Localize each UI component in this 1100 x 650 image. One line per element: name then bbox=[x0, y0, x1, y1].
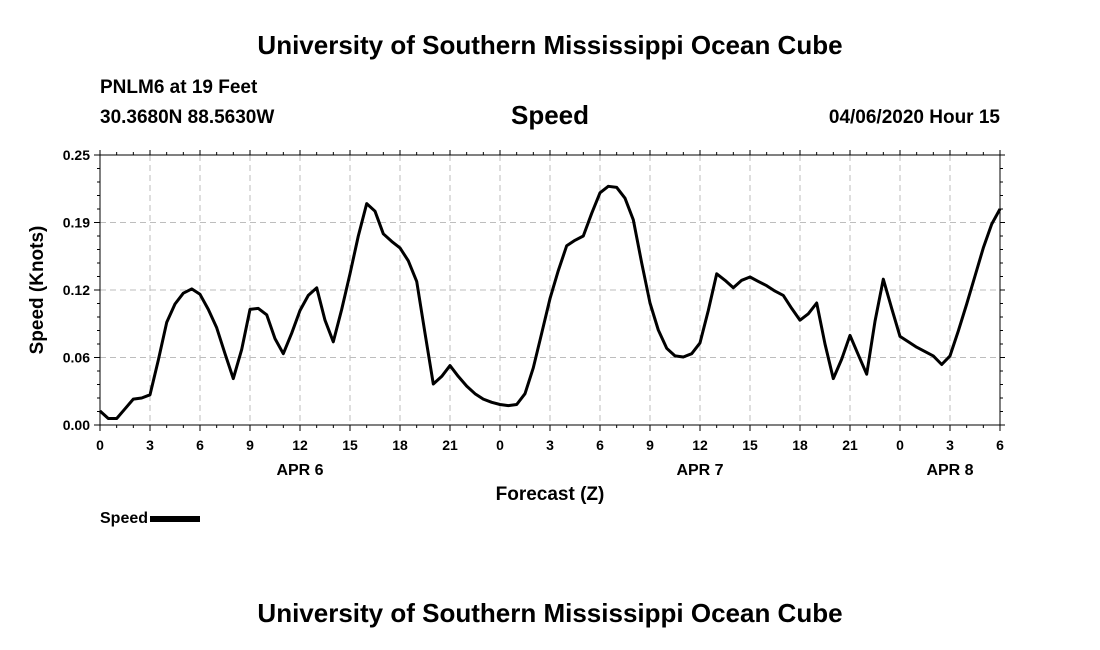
y-tick-label: 0.25 bbox=[63, 147, 90, 163]
plot-frame bbox=[99, 154, 1001, 426]
series-layer bbox=[98, 184, 1002, 420]
tick-labels: 0 3 6 9 12 15 18 21 0 3 6 9 12 15 18 21 0 3 6 0.00 0.06 0.12 0… bbox=[63, 147, 1004, 479]
series-line-speed bbox=[98, 184, 1002, 420]
parameter-title: Speed bbox=[510, 100, 590, 130]
x-tick-label: 15 bbox=[342, 437, 358, 453]
legend-line-swatch bbox=[150, 515, 201, 522]
legend-label: Speed bbox=[100, 510, 149, 527]
x-tick-label: 9 bbox=[246, 437, 254, 453]
x-tick-label: 3 bbox=[946, 437, 954, 453]
x-axis-label: Forecast (Z) bbox=[496, 484, 605, 505]
x-tick-label: 12 bbox=[692, 437, 708, 453]
x-tick-label: 0 bbox=[96, 437, 104, 453]
forecast-datetime: 04/06/2020 Hour 15 bbox=[828, 107, 1000, 128]
chart-legend: Speed bbox=[100, 510, 201, 528]
x-tick-label: 18 bbox=[392, 437, 408, 453]
x-tick-label: 21 bbox=[842, 437, 858, 453]
x-tick-label: 6 bbox=[596, 437, 604, 453]
footer-title: University of Southern Mississippi Ocean… bbox=[257, 598, 843, 628]
y-tick-label: 0.00 bbox=[63, 417, 90, 433]
y-tick-label: 0.12 bbox=[63, 282, 90, 298]
x-tick-label: 12 bbox=[292, 437, 308, 453]
date-label: APR 8 bbox=[926, 462, 973, 479]
x-tick-label: 0 bbox=[496, 437, 504, 453]
x-tick-label: 15 bbox=[742, 437, 758, 453]
x-tick-label: 18 bbox=[792, 437, 808, 453]
x-tick-label: 9 bbox=[646, 437, 654, 453]
grid-lines bbox=[100, 155, 1000, 425]
x-tick-label: 6 bbox=[996, 437, 1004, 453]
y-tick-label: 0.06 bbox=[63, 350, 90, 366]
x-tick-label: 6 bbox=[196, 437, 204, 453]
x-tick-label: 0 bbox=[896, 437, 904, 453]
y-axis-label: Speed (Knots) bbox=[27, 226, 48, 355]
page-title: University of Southern Mississippi Ocean… bbox=[257, 30, 843, 60]
x-tick-label: 21 bbox=[442, 437, 458, 453]
date-label: APR 6 bbox=[276, 462, 323, 479]
station-coordinates: 30.3680N 88.5630W bbox=[100, 107, 275, 128]
date-label: APR 7 bbox=[676, 462, 723, 479]
x-tick-label: 3 bbox=[146, 437, 154, 453]
station-name: PNLM6 at 19 Feet bbox=[100, 77, 258, 98]
x-tick-label: 3 bbox=[546, 437, 554, 453]
y-tick-label: 0.19 bbox=[63, 215, 90, 231]
